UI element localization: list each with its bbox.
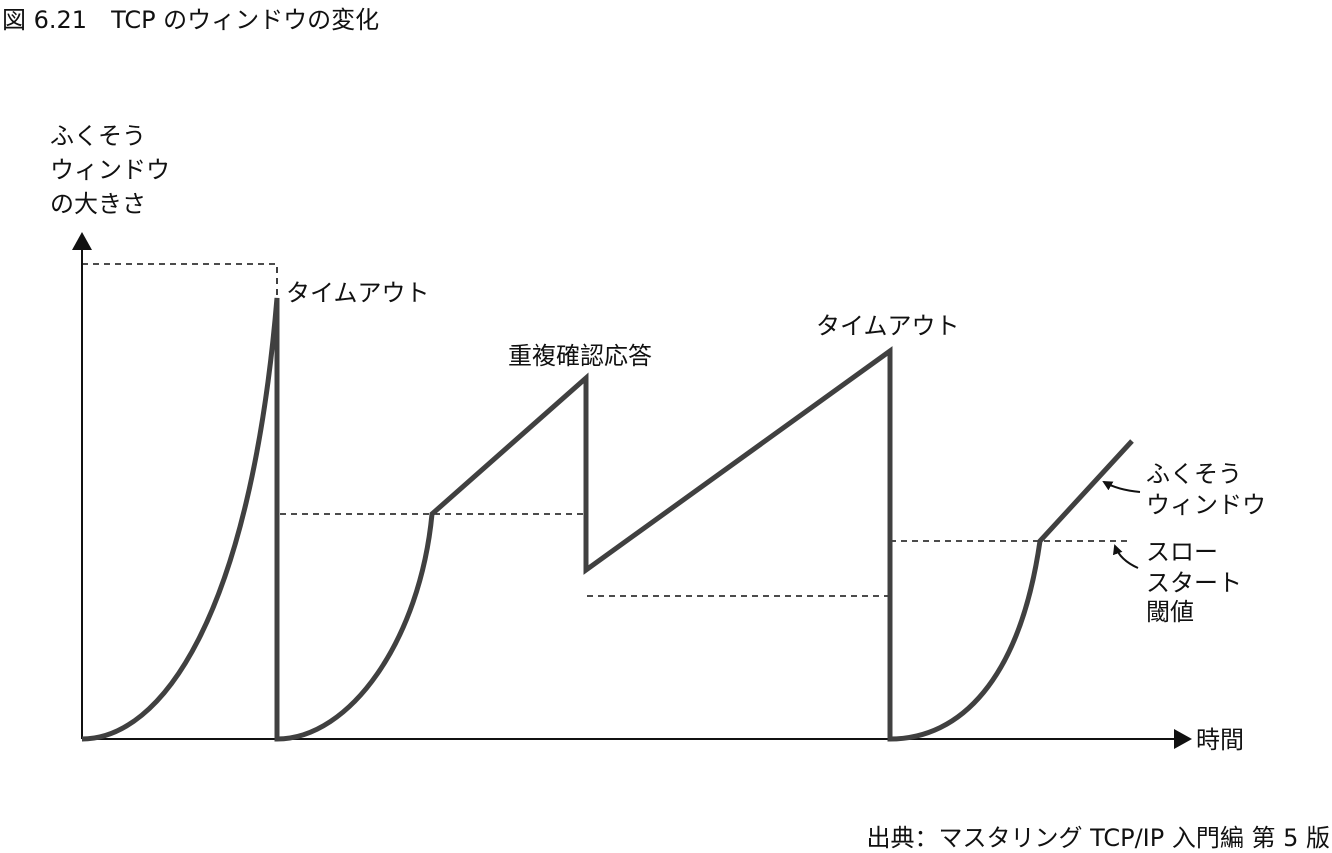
ssthresh-legend-line-2: スタート — [1146, 569, 1242, 597]
y-axis-arrow-icon — [72, 232, 92, 250]
x-axis-label: 時間 — [1196, 726, 1244, 754]
max-window-dashed-line — [82, 263, 278, 298]
congestion-window-line — [81, 297, 1134, 742]
figure-source: 出典：マスタリング TCP/IP 入門編 第 5 版 — [866, 824, 1330, 852]
y-axis-label-line-1: ふくそう — [50, 122, 146, 150]
y-axis-label-line-3: の大きさ — [50, 190, 146, 218]
y-axis-label-line-2: ウィンドウ — [50, 156, 170, 184]
timeout-label-1: タイムアウト — [286, 279, 430, 307]
timeout-label-2: タイムアウト — [816, 312, 960, 340]
ssthresh-legend-line-3: 閾値 — [1146, 598, 1194, 626]
cwnd-legend-line-1: ふくそう — [1146, 460, 1242, 488]
figure-title: 図 6.21 TCP のウィンドウの変化 — [2, 6, 380, 34]
dup-ack-label: 重複確認応答 — [508, 342, 652, 370]
ssthresh-legend-line-1: スロー — [1146, 538, 1218, 566]
cwnd-legend-line-2: ウィンドウ — [1146, 491, 1266, 519]
cwnd-pointer-arrow-icon — [1102, 481, 1141, 493]
ssthresh-pointer-arrow-icon — [1112, 544, 1139, 569]
x-axis-arrow-icon — [1174, 729, 1192, 749]
